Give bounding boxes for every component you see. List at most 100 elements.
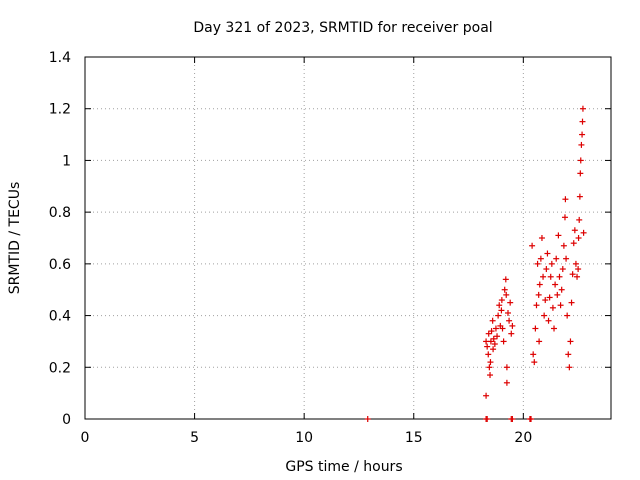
x-tick-labels: 0 5 10 15 20 bbox=[81, 430, 533, 446]
data-point bbox=[530, 351, 537, 358]
x-tick-label: 10 bbox=[295, 430, 313, 446]
data-point bbox=[560, 242, 567, 249]
data-point bbox=[500, 338, 507, 345]
y-tick-label: 1.4 bbox=[49, 50, 71, 66]
data-point bbox=[558, 286, 565, 293]
data-point bbox=[552, 281, 559, 288]
chart-title: Day 321 of 2023, SRMTID for receiver poa… bbox=[193, 20, 492, 36]
data-point bbox=[487, 359, 494, 366]
data-point bbox=[489, 317, 496, 324]
data-point bbox=[529, 242, 536, 249]
data-point bbox=[487, 372, 494, 379]
data-point bbox=[536, 281, 543, 288]
data-points bbox=[364, 105, 587, 422]
data-point bbox=[551, 325, 558, 332]
data-point bbox=[576, 193, 583, 200]
y-tick-label: 1.2 bbox=[49, 102, 71, 118]
data-point bbox=[555, 232, 562, 239]
data-point bbox=[553, 255, 560, 262]
data-point bbox=[549, 304, 556, 311]
data-point bbox=[572, 260, 579, 267]
data-point bbox=[579, 131, 586, 138]
data-point bbox=[503, 291, 510, 298]
data-point bbox=[566, 364, 573, 371]
data-point bbox=[544, 250, 551, 257]
x-tick-label: 20 bbox=[514, 430, 532, 446]
data-point bbox=[575, 235, 582, 241]
data-point bbox=[501, 286, 508, 293]
axis-ticks bbox=[84, 56, 611, 420]
data-point bbox=[508, 330, 515, 337]
data-point bbox=[533, 302, 540, 309]
data-point bbox=[557, 302, 564, 309]
data-point bbox=[574, 273, 581, 280]
y-axis-label: SRMTID / TECUs bbox=[7, 182, 23, 295]
data-point bbox=[506, 317, 513, 324]
data-point bbox=[556, 273, 563, 280]
data-point bbox=[538, 235, 545, 241]
data-point bbox=[577, 157, 584, 164]
data-point bbox=[502, 276, 509, 283]
data-point bbox=[562, 196, 569, 203]
data-point bbox=[542, 297, 549, 304]
data-point bbox=[496, 302, 503, 309]
data-point bbox=[570, 240, 577, 247]
data-point bbox=[561, 214, 568, 221]
data-point bbox=[507, 299, 514, 306]
y-tick-label: 0.4 bbox=[49, 309, 71, 325]
data-point bbox=[495, 312, 502, 319]
data-point bbox=[571, 227, 578, 234]
data-point bbox=[579, 118, 586, 125]
x-axis-label: GPS time / hours bbox=[285, 459, 402, 475]
y-tick-label: 0.6 bbox=[49, 257, 71, 273]
x-tick-label: 0 bbox=[81, 430, 90, 446]
plot-frame bbox=[84, 56, 612, 420]
data-point bbox=[540, 273, 547, 280]
data-point bbox=[568, 299, 575, 306]
data-point bbox=[488, 328, 495, 335]
data-point bbox=[565, 351, 572, 358]
data-point bbox=[578, 141, 585, 148]
data-point bbox=[547, 273, 554, 280]
data-point bbox=[491, 341, 498, 348]
data-point bbox=[537, 255, 544, 262]
data-point bbox=[577, 170, 584, 177]
x-tick-label: 5 bbox=[190, 430, 199, 446]
data-point bbox=[563, 255, 570, 262]
data-point bbox=[532, 325, 539, 332]
data-point bbox=[484, 343, 491, 350]
data-point bbox=[485, 351, 492, 358]
data-point bbox=[528, 416, 535, 422]
data-point bbox=[498, 297, 505, 304]
data-point bbox=[536, 338, 543, 345]
data-point bbox=[486, 364, 493, 371]
data-point bbox=[364, 416, 371, 422]
data-point bbox=[569, 271, 576, 278]
data-point bbox=[509, 416, 516, 422]
data-point bbox=[503, 364, 510, 371]
data-point bbox=[580, 229, 587, 236]
data-point bbox=[484, 416, 491, 422]
data-point bbox=[535, 291, 542, 298]
data-point bbox=[576, 216, 583, 223]
data-point bbox=[499, 325, 506, 332]
data-point bbox=[546, 294, 553, 301]
y-tick-label: 0.2 bbox=[49, 360, 71, 376]
grid-lines bbox=[85, 57, 611, 419]
data-point bbox=[494, 333, 501, 340]
data-point bbox=[567, 338, 574, 345]
data-point bbox=[543, 266, 550, 273]
data-point bbox=[548, 260, 555, 267]
data-point bbox=[490, 335, 497, 342]
data-point bbox=[541, 312, 548, 319]
data-point bbox=[579, 105, 586, 112]
data-point bbox=[503, 379, 510, 386]
data-point bbox=[492, 325, 499, 332]
data-point bbox=[531, 359, 538, 366]
y-tick-label: 1 bbox=[62, 153, 71, 169]
y-tick-labels: 0 0.2 0.4 0.6 0.8 1 1.2 1.4 bbox=[49, 50, 71, 428]
data-point bbox=[498, 307, 505, 314]
data-point bbox=[504, 309, 511, 316]
